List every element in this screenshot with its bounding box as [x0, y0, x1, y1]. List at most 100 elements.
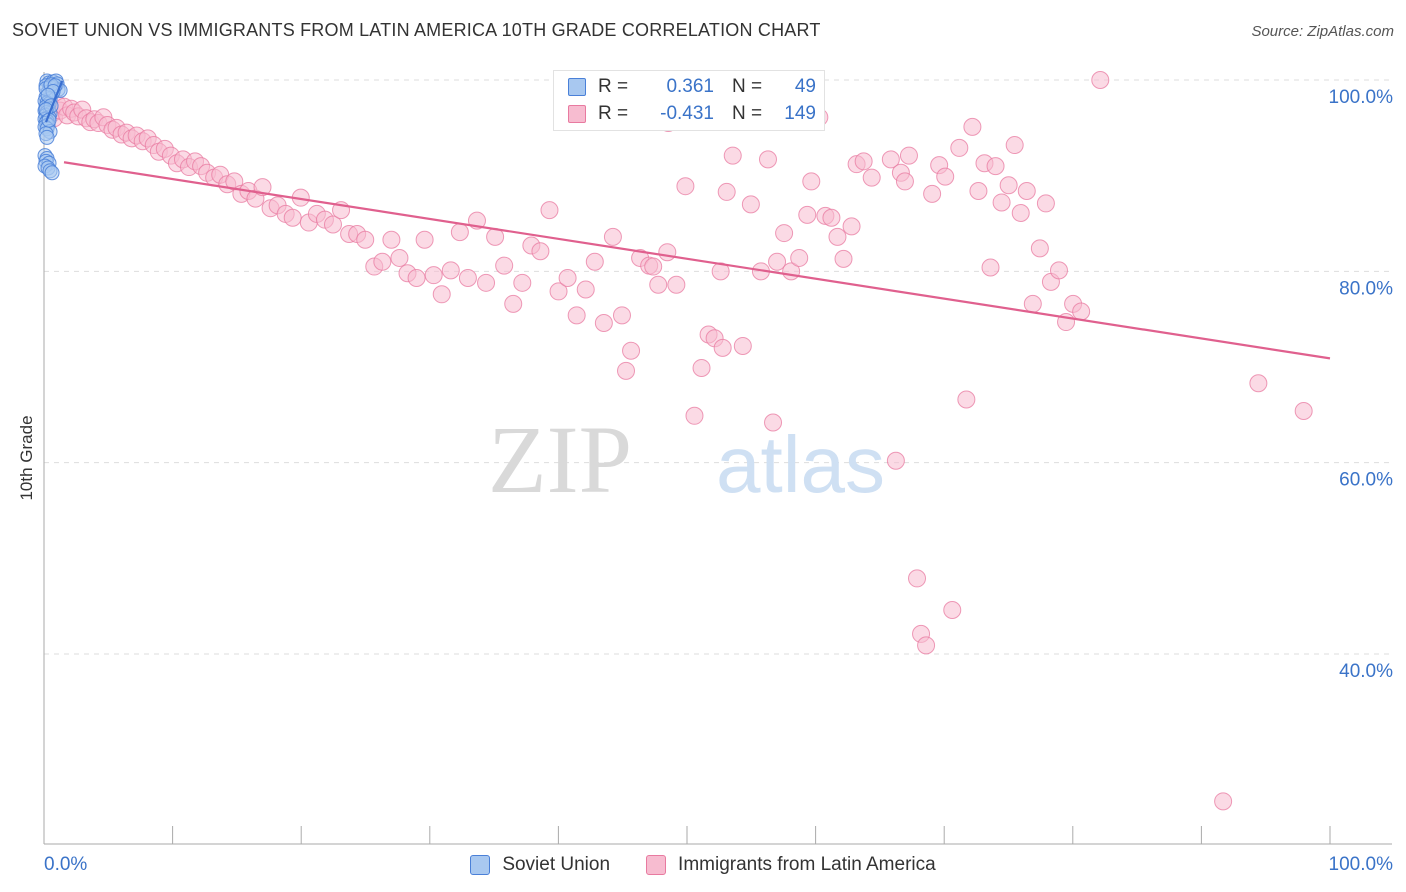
latin-point-92: [685, 406, 704, 425]
legend-label-soviet: Soviet Union: [502, 854, 611, 875]
stats-box: R = 0.361 N = 49 R = -0.431 N = 149: [553, 70, 825, 131]
latin-point-88: [649, 275, 668, 294]
source-credit: Source: ZipAtlas.com: [1251, 23, 1394, 40]
tick-labels: 40.0% 60.0% 80.0% 100.0% 0.0% 100.0%: [44, 87, 1393, 875]
axes: [43, 72, 1392, 845]
latin-point-154: [713, 338, 732, 357]
latin-point-57: [373, 252, 392, 271]
latin-point-82: [594, 313, 613, 332]
latin-point-121: [895, 172, 914, 191]
latin-point-64: [432, 285, 451, 304]
latin-point-67: [458, 269, 477, 288]
y-tick-label-60: 60.0%: [1339, 470, 1393, 491]
latin-point-118: [881, 150, 900, 169]
latin-point-62: [415, 230, 434, 249]
latin-point-152: [1249, 374, 1268, 393]
latin-point-114: [842, 217, 861, 236]
x-tick-label-0: 0.0%: [44, 854, 87, 875]
latin-point-79: [567, 306, 586, 325]
latin-point-141: [1017, 181, 1036, 200]
legend-item-latin[interactable]: Immigrants from Latin America: [646, 854, 936, 876]
stats-row-latin: R = -0.431 N = 149: [568, 102, 816, 126]
latin-point-142: [1023, 294, 1042, 313]
latin-point-153: [1294, 402, 1313, 421]
trend-lines: [44, 80, 1331, 360]
y-tick-label-80: 80.0%: [1339, 278, 1393, 299]
latin-point-90: [667, 275, 686, 294]
latin-point-96: [711, 262, 730, 281]
latin-point-91: [676, 177, 695, 196]
latin-n-value: 149: [784, 103, 816, 124]
latin-n-label: N =: [732, 103, 763, 124]
trend-line-latin: [63, 161, 1331, 360]
y-tick-label-40: 40.0%: [1339, 661, 1393, 682]
latin-point-157: [764, 413, 783, 432]
latin-r-value: -0.431: [660, 103, 714, 124]
latin-swatch: [568, 105, 586, 123]
latin-point-130: [950, 138, 969, 157]
latin-point-75: [531, 242, 550, 261]
latin-point-143: [1030, 239, 1049, 258]
latin-point-100: [741, 195, 760, 214]
latin-point-104: [775, 224, 794, 243]
legend-swatch-soviet: [470, 855, 491, 875]
latin-point-80: [576, 280, 595, 299]
latin-point-65: [441, 261, 460, 280]
legend-item-soviet[interactable]: Soviet Union: [470, 854, 610, 876]
latin-point-108: [802, 172, 821, 191]
latin-point-106: [790, 248, 809, 267]
watermark-atlas: atlas: [716, 420, 885, 509]
latin-point-78: [558, 269, 577, 288]
stats-row-soviet: R = 0.361 N = 49: [568, 75, 816, 99]
latin-point-69: [477, 273, 496, 292]
latin-point-126: [923, 184, 942, 203]
soviet-union-points: [37, 73, 68, 181]
latin-point-98: [723, 146, 742, 165]
latin-point-133: [969, 181, 988, 200]
x-tick-label-100: 100.0%: [1329, 854, 1394, 875]
latin-point-107: [798, 205, 817, 224]
soviet-swatch: [568, 78, 586, 96]
latin-point-63: [424, 266, 443, 285]
latin-point-61: [407, 269, 426, 288]
latin-point-113: [834, 249, 853, 268]
latin-point-112: [828, 227, 847, 246]
latin-point-46: [283, 208, 302, 227]
soviet-point-39: [44, 165, 60, 181]
latin-point-85: [622, 341, 641, 360]
soviet-r-label: R =: [598, 76, 629, 97]
gridlines: [44, 79, 1392, 655]
trend-line-soviet: [44, 80, 64, 123]
latin-point-102: [758, 150, 777, 169]
latin-point-151: [1214, 792, 1233, 811]
latin-point-76: [540, 201, 559, 220]
latin-point-150: [1091, 71, 1110, 89]
soviet-point-48: [39, 129, 55, 145]
latin-point-156: [617, 361, 636, 380]
latin-point-137: [992, 193, 1011, 212]
latin-point-77: [549, 282, 568, 301]
latin-point-51: [323, 215, 342, 234]
latin-point-66: [450, 223, 469, 242]
latin-point-119: [886, 451, 905, 470]
soviet-n-label: N =: [732, 76, 763, 97]
latin-point-58: [382, 230, 401, 249]
latin-point-149: [1072, 302, 1091, 321]
latin-point-132: [963, 117, 982, 136]
latin-point-81: [585, 252, 604, 271]
latin-point-140: [1011, 203, 1030, 222]
latin-point-122: [899, 146, 918, 165]
latin-point-125: [917, 636, 936, 655]
latin-america-points: [40, 71, 1313, 811]
latin-point-84: [612, 306, 631, 325]
latin-point-136: [986, 157, 1005, 176]
latin-point-59: [390, 248, 409, 267]
watermark: ZIP atlas: [488, 406, 885, 513]
latin-point-111: [822, 208, 841, 227]
latin-point-144: [1036, 194, 1055, 213]
latin-point-128: [936, 167, 955, 186]
chart-title: SOVIET UNION VS IMMIGRANTS FROM LATIN AM…: [12, 20, 821, 40]
legend: Soviet Union Immigrants from Latin Ameri…: [0, 852, 1406, 878]
latin-point-72: [504, 294, 523, 313]
